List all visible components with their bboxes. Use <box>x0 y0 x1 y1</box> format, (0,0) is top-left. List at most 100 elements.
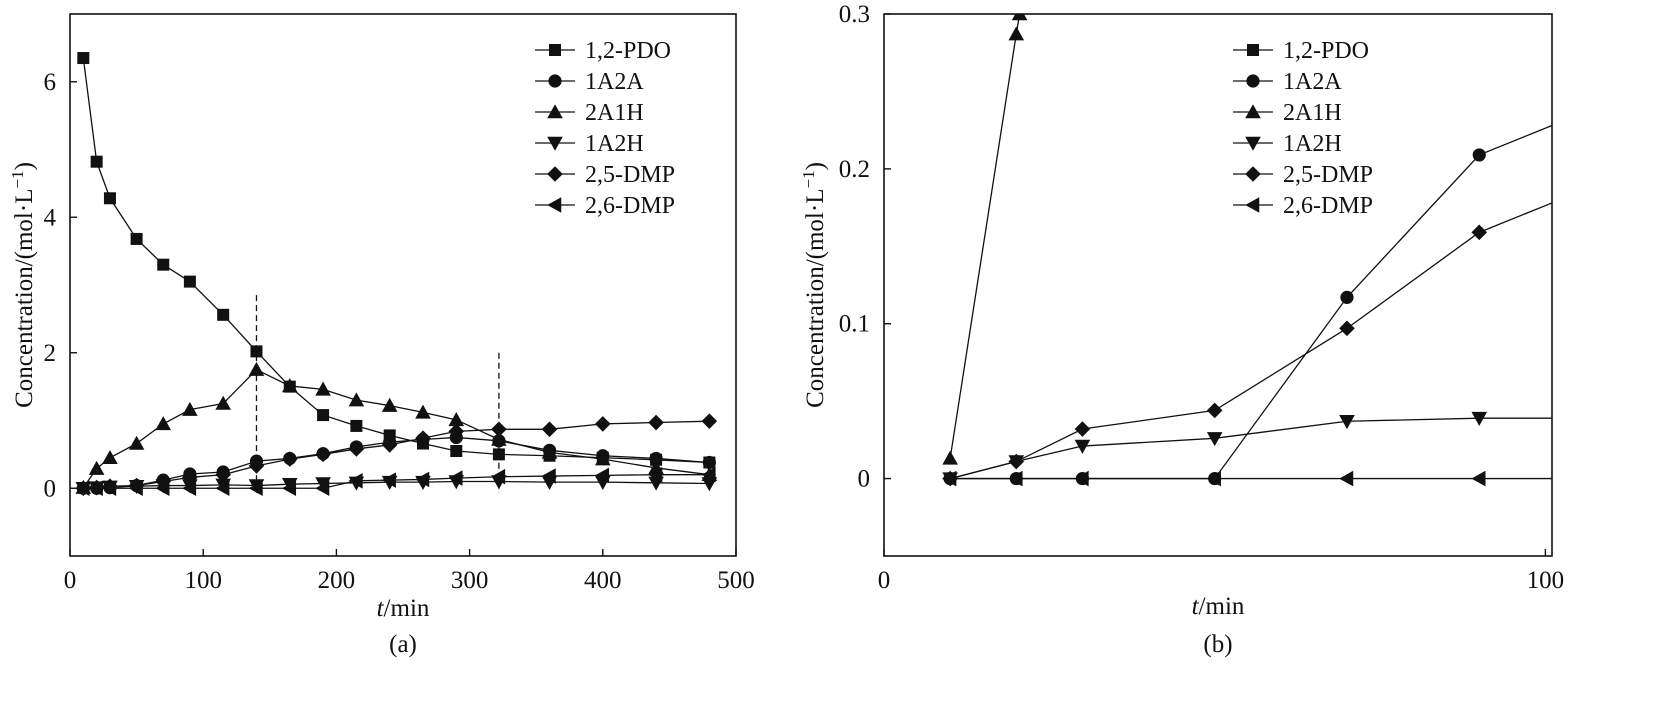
legend-label: 2A1H <box>585 100 644 126</box>
data-point-1-2-pdo <box>103 192 116 205</box>
data-point-2-5-dmp <box>281 451 298 467</box>
data-point-2a1h <box>415 404 431 419</box>
x-axis-title: t/min <box>377 595 430 622</box>
data-point-1-2-pdo <box>250 345 263 358</box>
series-line-2-5-dmp <box>949 202 1552 480</box>
data-point-2a1h <box>182 401 198 416</box>
y-tick-label: 0.1 <box>839 311 870 338</box>
data-point-2-6-dmp <box>701 466 716 483</box>
data-point-2a1h <box>595 451 611 466</box>
data-point-2a1h <box>215 395 231 410</box>
data-point-2-6-dmp <box>1339 470 1354 487</box>
legend-marker <box>1246 74 1260 88</box>
x-axis-title-var: t <box>377 595 385 622</box>
y-axis-title-sup: −1 <box>8 170 27 188</box>
data-point-2-5-dmp <box>182 469 198 486</box>
data-point-1a2a <box>702 455 716 470</box>
x-tick-label: 100 <box>1527 567 1565 594</box>
data-point-2a1h <box>541 444 558 459</box>
data-point-2-5-dmp <box>415 430 431 446</box>
x-axis-title: t/min <box>1192 593 1245 620</box>
x-tick-label: 0 <box>64 567 77 594</box>
data-point-1a2h <box>1206 432 1223 447</box>
panel-a: 0 100 200 300 400 500 0 2 4 6 1,2-PDO 1A2A 2A1H 1A2… <box>8 13 755 658</box>
legend-label: 1,2-PDO <box>1283 38 1369 64</box>
legend-marker <box>549 44 561 56</box>
panel-caption: (a) <box>389 631 417 658</box>
legend-marker <box>1245 166 1261 182</box>
y-tick-label: 0.2 <box>839 156 870 183</box>
data-point-2-6-dmp <box>415 471 430 488</box>
data-point-2a1h <box>315 381 331 396</box>
data-point-2a1h <box>448 412 465 427</box>
data-point-2-5-dmp <box>1206 402 1223 419</box>
y-tick-label: 4 <box>44 204 57 231</box>
data-point-2a1h <box>155 416 172 431</box>
data-point-1-2-pdo <box>492 448 505 461</box>
data-point-2-5-dmp <box>491 421 507 438</box>
data-point-2-5-dmp <box>541 421 558 438</box>
data-point-2-6-dmp <box>281 480 297 497</box>
legend-label: 1,2-PDO <box>585 38 671 64</box>
data-point-2-6-dmp <box>1471 470 1486 487</box>
data-point-2-6-dmp <box>381 472 396 488</box>
data-point-2-5-dmp <box>215 466 231 483</box>
data-series <box>75 52 718 497</box>
x-axis-title-var: t <box>1192 593 1200 620</box>
data-point-2a1h <box>348 392 365 407</box>
panel-caption: (b) <box>1203 631 1232 658</box>
x-axis-title-unit: /min <box>1199 593 1245 620</box>
plot-frame <box>69 13 737 557</box>
legend-marker <box>1245 197 1260 213</box>
data-point-1a2h <box>1339 415 1355 430</box>
data-point-2-6-dmp <box>595 467 610 484</box>
legend-label: 1A2A <box>1283 69 1342 95</box>
data-point-2a1h <box>88 460 105 475</box>
panel-b: 0 100 0 0.1 0.2 0.3 1,2-PDO 1A2A 2A1H 1A2H 2,5-D… <box>799 1 1565 658</box>
data-point-2-6-dmp <box>88 480 103 497</box>
data-point-1a2h <box>1471 411 1488 426</box>
y-axis-title-text: Concentration/(mol·L <box>11 189 38 408</box>
legend: 1,2-PDO 1A2A 2A1H 1A2H 2,5-DMP 2,6-DMP <box>535 38 675 219</box>
data-point-1-2-pdo <box>217 308 230 321</box>
legend-label: 2,6-DMP <box>585 193 675 219</box>
data-point-2a1h <box>1008 26 1025 41</box>
y-ticks: 0 0.1 0.2 0.3 <box>839 1 891 493</box>
x-tick-label: 300 <box>451 567 489 594</box>
legend-marker <box>1247 44 1259 56</box>
data-point-2-6-dmp <box>182 480 197 497</box>
y-tick-label: 0 <box>44 475 57 502</box>
data-point-1-2-pdo <box>90 155 103 168</box>
data-point-2-6-dmp <box>75 480 90 497</box>
data-point-2-5-dmp <box>1471 224 1488 241</box>
y-axis-title: Concentration/(mol·L−1) <box>799 162 830 408</box>
plot-frame <box>883 13 1553 557</box>
data-point-2a1h <box>248 361 265 376</box>
data-point-2a1h <box>281 378 298 393</box>
data-point-2-5-dmp <box>448 423 465 440</box>
legend-marker <box>1245 136 1261 151</box>
y-axis-title-text: Concentration/(mol·L <box>802 189 829 408</box>
legend-marker <box>547 166 563 182</box>
legend-marker <box>1245 104 1261 119</box>
data-point-2-6-dmp <box>248 480 263 497</box>
legend-label: 1A2A <box>585 69 644 95</box>
x-tick-label: 500 <box>717 567 755 594</box>
data-point-1a2h <box>1074 439 1091 454</box>
data-point-2-6-dmp <box>541 468 556 484</box>
data-point-2-6-dmp <box>648 466 663 483</box>
legend-label: 1A2H <box>585 131 644 157</box>
y-axis-title-sup: −1 <box>799 170 818 188</box>
data-point-2-5-dmp <box>248 458 265 474</box>
series-line-1a2h <box>83 480 710 489</box>
y-axis-title-close: ) <box>802 162 829 170</box>
data-point-2-6-dmp <box>1008 470 1023 487</box>
legend-marker <box>547 104 563 119</box>
data-point-2-5-dmp <box>1339 320 1355 337</box>
data-point-2-5-dmp <box>381 437 398 453</box>
data-point-2-5-dmp <box>348 441 365 457</box>
data-point-2-6-dmp <box>102 480 117 497</box>
data-point-1-2-pdo <box>130 232 143 245</box>
legend-marker <box>547 136 563 151</box>
